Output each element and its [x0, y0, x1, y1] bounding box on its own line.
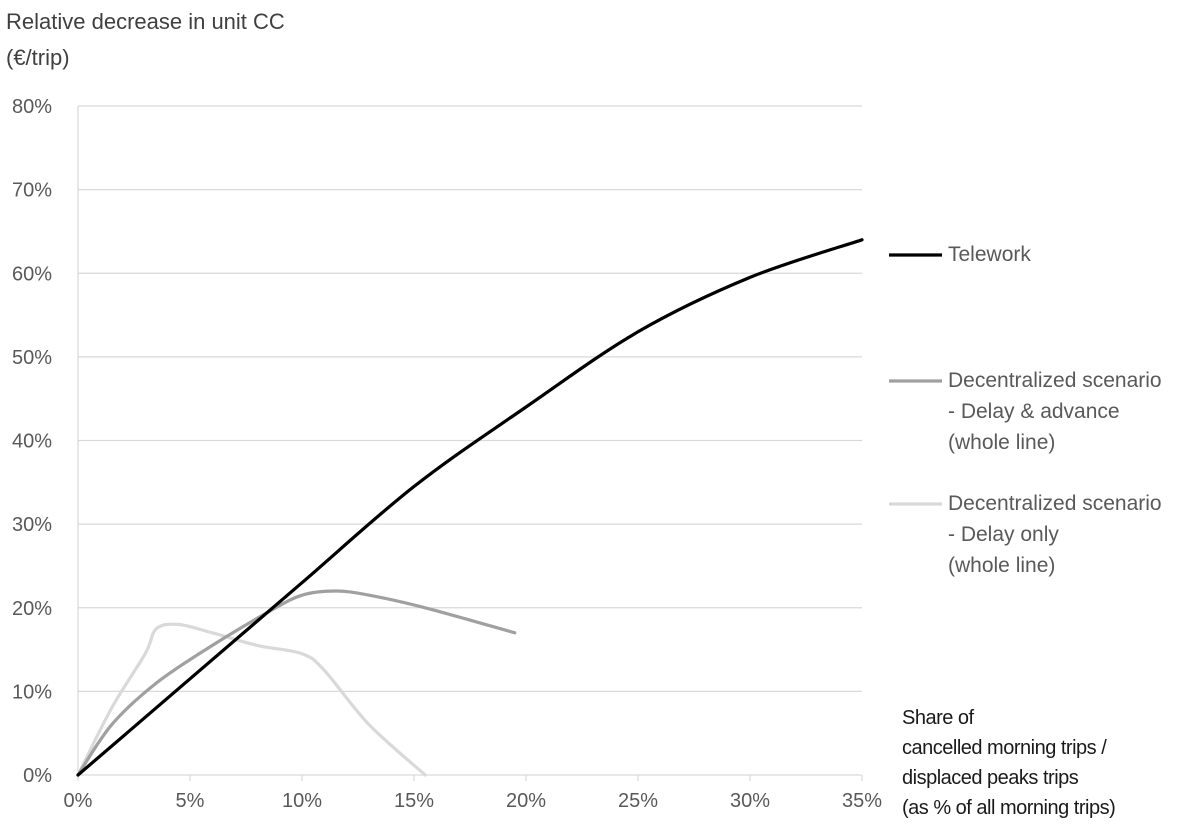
- y-axis-title-line-2: (€/trip): [6, 45, 70, 70]
- y-tick-label: 10%: [12, 681, 52, 703]
- y-tick-label: 30%: [12, 514, 52, 536]
- y-tick-label: 50%: [12, 347, 52, 369]
- x-tick-label: 5%: [176, 790, 205, 812]
- x-tick-label: 35%: [842, 790, 882, 812]
- y-tick-label: 20%: [12, 598, 52, 620]
- x-tick-label: 10%: [282, 790, 322, 812]
- y-tick-label: 80%: [12, 96, 52, 118]
- x-tick-label: 20%: [506, 790, 546, 812]
- x-tick-label: 0%: [64, 790, 93, 812]
- legend-label-delay-only-line-2: - Delay only: [948, 523, 1059, 546]
- x-axis-title-line-1: Share of: [902, 707, 974, 729]
- x-axis-title-line-3: displaced peaks trips: [902, 767, 1079, 789]
- x-axis-title-line-4: (as % of all morning trips): [902, 797, 1116, 819]
- x-tick-label: 30%: [730, 790, 770, 812]
- y-tick-label: 60%: [12, 263, 52, 285]
- legend-label-delay-advance-line-1: Decentralized scenario: [948, 369, 1162, 392]
- x-tick-label: 15%: [394, 790, 434, 812]
- legend-label-telework: Telework: [948, 243, 1031, 266]
- x-axis-title-line-2: cancelled morning trips /: [902, 737, 1107, 759]
- series-line-delay-only: [76, 622, 427, 777]
- y-tick-label: 40%: [12, 431, 52, 453]
- legend-label-delay-advance-line-2: - Delay & advance: [948, 400, 1120, 423]
- y-tick-label: 70%: [12, 180, 52, 202]
- y-axis-title-line-1: Relative decrease in unit CC: [6, 9, 285, 34]
- y-tick-label: 0%: [23, 765, 52, 787]
- x-tick-label: 25%: [618, 790, 658, 812]
- legend-label-delay-only-line-1: Decentralized scenario: [948, 492, 1162, 515]
- series-line-telework: [76, 238, 864, 777]
- legend-label-delay-only-line-3: (whole line): [948, 554, 1056, 577]
- series-line-delay-advance: [76, 589, 517, 777]
- legend-label-delay-advance-line-3: (whole line): [948, 431, 1056, 454]
